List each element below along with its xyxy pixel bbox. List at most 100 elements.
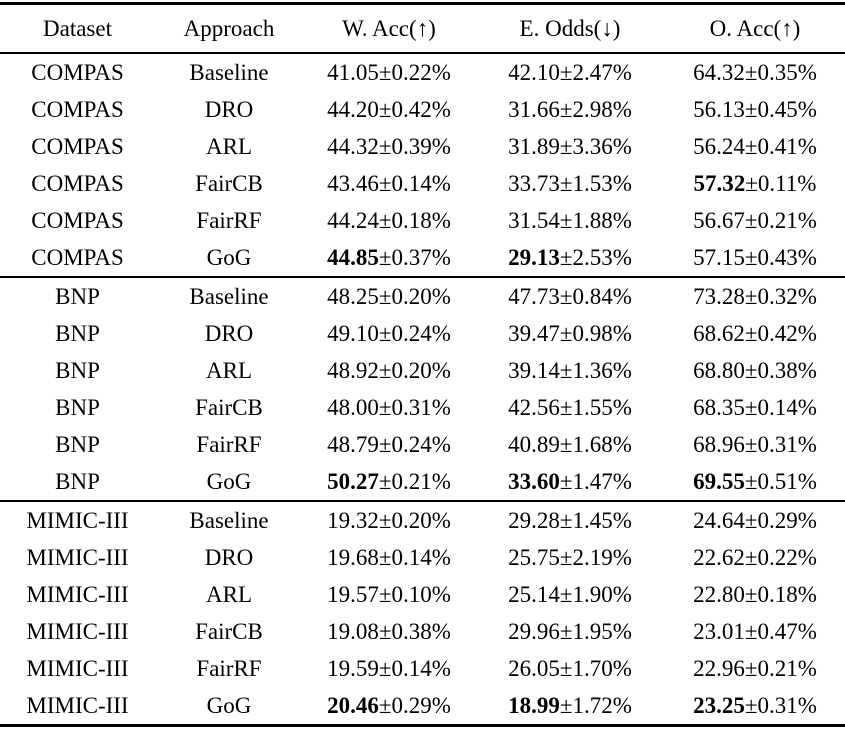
approach-cell: DRO xyxy=(204,544,254,570)
metric-mean: 29.28 xyxy=(508,507,560,533)
table-row: COMPAS Baseline 41.05±0.22% 42.10±2.47% … xyxy=(0,53,845,91)
overall-acc-cell: 68.96±0.31% xyxy=(665,426,845,463)
metric-mean: 19.59 xyxy=(327,655,379,681)
metric-mean: 24.64 xyxy=(693,507,745,533)
metric-err: ±0.22% xyxy=(378,59,451,85)
metric-mean: 68.80 xyxy=(693,357,745,383)
table-row: MIMIC-III Baseline 19.32±0.20% 29.28±1.4… xyxy=(0,501,845,539)
equalized-odds-cell: 31.54±1.88% xyxy=(475,202,665,239)
column-header-equalized-odds: E. Odds(↓) xyxy=(475,2,665,54)
worst-acc-cell: 20.46±0.29% xyxy=(303,687,475,727)
metric-err: ±0.22% xyxy=(744,544,817,570)
table-row: BNP Baseline 48.25±0.20% 47.73±0.84% 73.… xyxy=(0,277,845,315)
equalized-odds-cell: 47.73±0.84% xyxy=(475,277,665,315)
approach-cell: FairCB xyxy=(195,394,263,420)
metric-mean: 20.46 xyxy=(327,692,379,718)
overall-acc-cell: 23.01±0.47% xyxy=(665,613,845,650)
metric-mean: 56.67 xyxy=(693,207,745,233)
metric-mean: 48.92 xyxy=(327,357,379,383)
overall-acc-cell: 22.80±0.18% xyxy=(665,576,845,613)
metric-mean: 64.32 xyxy=(693,59,745,85)
metric-mean: 33.73 xyxy=(508,170,560,196)
metric-err: ±0.14% xyxy=(744,394,817,420)
dataset-cell: COMPAS xyxy=(31,207,124,233)
metric-err: ±1.70% xyxy=(559,655,632,681)
table-row: COMPAS ARL 44.32±0.39% 31.89±3.36% 56.24… xyxy=(0,128,845,165)
metric-err: ±0.39% xyxy=(378,133,451,159)
metric-err: ±0.20% xyxy=(378,283,451,309)
column-header-dataset: Dataset xyxy=(0,2,155,54)
overall-acc-cell: 68.62±0.42% xyxy=(665,315,845,352)
metric-err: ±0.24% xyxy=(378,320,451,346)
dataset-cell: BNP xyxy=(55,357,100,383)
approach-cell: Baseline xyxy=(189,59,269,85)
worst-acc-cell: 19.32±0.20% xyxy=(303,501,475,539)
metric-mean: 39.14 xyxy=(508,357,560,383)
metric-mean: 68.35 xyxy=(693,394,745,420)
equalized-odds-cell: 31.66±2.98% xyxy=(475,91,665,128)
metric-err: ±0.31% xyxy=(744,431,817,457)
metric-err: ±2.53% xyxy=(559,244,632,270)
metric-err: ±1.88% xyxy=(559,207,632,233)
equalized-odds-cell: 39.14±1.36% xyxy=(475,352,665,389)
approach-cell: ARL xyxy=(206,133,252,159)
metric-mean: 44.32 xyxy=(327,133,379,159)
worst-acc-cell: 19.08±0.38% xyxy=(303,613,475,650)
metric-err: ±1.47% xyxy=(559,468,632,494)
approach-cell: GoG xyxy=(155,239,303,278)
metric-mean: 25.75 xyxy=(508,544,560,570)
metric-mean: 68.62 xyxy=(693,320,745,346)
metric-mean: 39.47 xyxy=(508,320,560,346)
metric-mean: 19.32 xyxy=(327,507,379,533)
metric-mean: 68.96 xyxy=(693,431,745,457)
metric-err: ±2.19% xyxy=(559,544,632,570)
metric-mean: 49.10 xyxy=(327,320,379,346)
worst-acc-cell: 41.05±0.22% xyxy=(303,53,475,91)
metric-mean: 29.96 xyxy=(508,618,560,644)
metric-mean: 31.54 xyxy=(508,207,560,233)
worst-acc-cell: 48.79±0.24% xyxy=(303,426,475,463)
dataset-cell: COMPAS xyxy=(0,239,155,278)
overall-acc-cell: 23.25±0.31% xyxy=(665,687,845,727)
metric-err: ±0.98% xyxy=(559,320,632,346)
metric-err: ±0.35% xyxy=(744,59,817,85)
equalized-odds-cell: 33.73±1.53% xyxy=(475,165,665,202)
dataset-cell: BNP xyxy=(55,320,100,346)
dataset-cell: MIMIC-III xyxy=(26,507,129,533)
metric-err: ±0.38% xyxy=(378,618,451,644)
metric-err: ±1.68% xyxy=(559,431,632,457)
metric-mean: 22.96 xyxy=(693,655,745,681)
metric-mean: 57.32 xyxy=(693,170,746,196)
worst-acc-cell: 48.25±0.20% xyxy=(303,277,475,315)
metric-mean: 31.66 xyxy=(508,96,560,122)
overall-acc-cell: 22.96±0.21% xyxy=(665,650,845,687)
metric-err: ±0.20% xyxy=(378,357,451,383)
metric-mean: 31.89 xyxy=(508,133,560,159)
metric-mean: 48.79 xyxy=(327,431,379,457)
worst-acc-cell: 43.46±0.14% xyxy=(303,165,475,202)
overall-acc-cell: 56.67±0.21% xyxy=(665,202,845,239)
approach-cell: FairRF xyxy=(196,431,262,457)
metric-err: ±0.42% xyxy=(378,96,451,122)
metric-mean: 50.27 xyxy=(327,468,379,494)
approach-cell: FairRF xyxy=(196,655,262,681)
metric-mean: 56.24 xyxy=(693,133,745,159)
overall-acc-cell: 64.32±0.35% xyxy=(665,53,845,91)
metric-mean: 41.05 xyxy=(327,59,379,85)
approach-cell: DRO xyxy=(204,96,254,122)
approach-cell: FairRF xyxy=(196,207,262,233)
metric-err: ±0.84% xyxy=(559,283,632,309)
dataset-cell: COMPAS xyxy=(31,59,124,85)
metric-mean: 19.08 xyxy=(327,618,379,644)
metric-err: ±0.41% xyxy=(744,133,817,159)
metric-err: ±0.18% xyxy=(744,581,817,607)
equalized-odds-cell: 26.05±1.70% xyxy=(475,650,665,687)
worst-acc-cell: 49.10±0.24% xyxy=(303,315,475,352)
table-row: MIMIC-III ARL 19.57±0.10% 25.14±1.90% 22… xyxy=(0,576,845,613)
table-row: BNP DRO 49.10±0.24% 39.47±0.98% 68.62±0.… xyxy=(0,315,845,352)
overall-acc-cell: 68.80±0.38% xyxy=(665,352,845,389)
metric-err: ±0.31% xyxy=(744,692,817,718)
dataset-cell: MIMIC-III xyxy=(26,618,129,644)
dataset-cell: MIMIC-III xyxy=(26,544,129,570)
metric-err: ±0.11% xyxy=(745,170,817,196)
